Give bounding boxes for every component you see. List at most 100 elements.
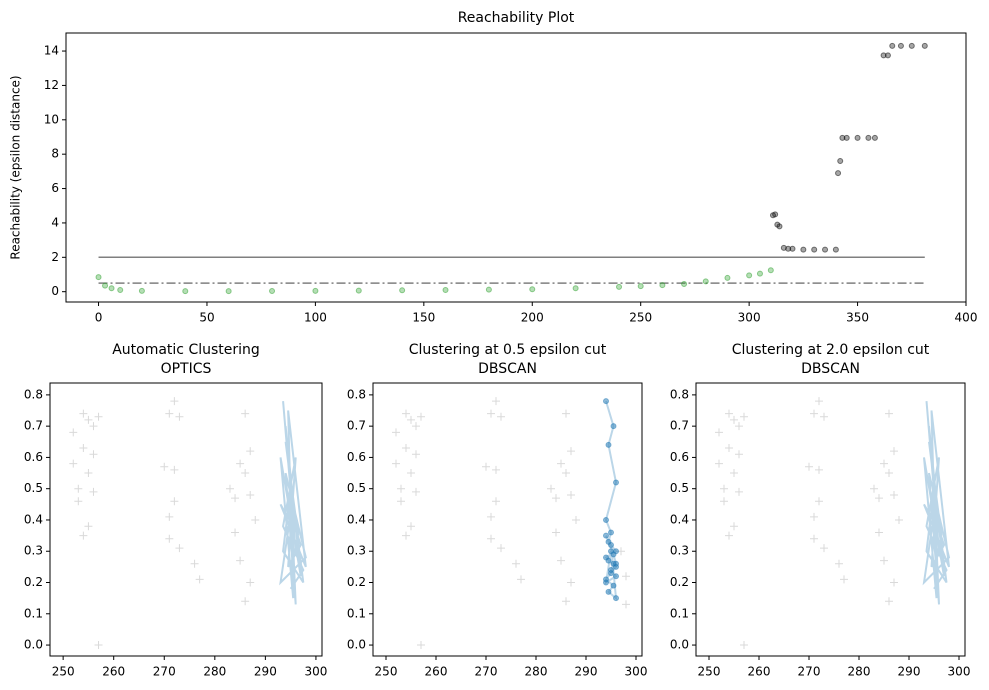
y-tick-label: 0.6 [670, 450, 689, 464]
x-tick-label: 290 [254, 665, 277, 679]
noise-point [402, 531, 410, 540]
noise-point [622, 572, 630, 581]
point [312, 287, 319, 294]
noise-point [231, 494, 240, 503]
noise-point [552, 528, 560, 537]
noise-point [815, 497, 823, 506]
y-tick-label: 0.7 [24, 419, 43, 433]
chart-title: Automatic Clustering [112, 342, 260, 358]
chart-title: Clustering at 0.5 epsilon cut [409, 342, 607, 358]
point [880, 52, 887, 59]
noise-point [392, 428, 400, 437]
chart-subtitle: OPTICS [161, 361, 212, 377]
noise-point [715, 428, 723, 437]
noise-point [251, 515, 260, 524]
noise-point [567, 490, 575, 499]
noise-point [735, 422, 743, 431]
noise-point [84, 522, 93, 531]
noise-point [246, 490, 255, 499]
noise-point [572, 515, 580, 524]
x-tick-label: 250 [375, 665, 398, 679]
noise-point [397, 484, 405, 493]
noise-point [236, 556, 245, 565]
noise-point [885, 597, 893, 606]
y-tick-label: 0.8 [24, 387, 43, 401]
noise-point [417, 412, 425, 421]
y-tick-label: 0.3 [347, 544, 366, 558]
noise-point [175, 412, 184, 421]
point [529, 286, 536, 293]
y-tick-label: 0.5 [24, 481, 43, 495]
point [117, 286, 124, 293]
y-tick-label: 0.0 [24, 638, 43, 652]
noise-point [412, 422, 420, 431]
point [572, 285, 579, 292]
noise-point [735, 450, 743, 459]
noise-point [895, 515, 903, 524]
noise-point [89, 487, 98, 496]
x-tick-label: 280 [525, 665, 548, 679]
x-tick-label: 150 [412, 311, 435, 325]
noise-point [402, 409, 410, 418]
point [865, 134, 872, 141]
y-tick-label: 0.0 [347, 638, 366, 652]
noise-point [170, 397, 179, 406]
point [776, 223, 783, 230]
y-tick-label: 0.1 [347, 606, 366, 620]
noise-point [730, 469, 738, 478]
y-tick-label: 0.4 [24, 512, 43, 526]
noise-point [94, 641, 103, 650]
noise-point [562, 409, 570, 418]
y-tick-label: 12 [44, 78, 59, 92]
y-tick-label: 0.8 [347, 387, 366, 401]
x-tick-label: 270 [153, 665, 176, 679]
noise-point [885, 409, 893, 418]
point [843, 134, 850, 141]
y-tick-label: 0.1 [24, 606, 43, 620]
noise-point [725, 409, 733, 418]
noise-point [195, 575, 204, 584]
point [724, 274, 731, 281]
x-tick-label: 300 [738, 311, 761, 325]
noise-point [412, 450, 420, 459]
point [616, 283, 623, 290]
noise-point [170, 497, 179, 506]
x-tick-label: 300 [304, 665, 327, 679]
point [613, 479, 619, 486]
y-tick-label: 2 [51, 250, 59, 264]
x-tick-label: 50 [199, 311, 214, 325]
x-tick-label: 400 [955, 311, 978, 325]
point [637, 283, 644, 290]
x-tick-label: 290 [575, 665, 598, 679]
point [811, 246, 818, 253]
x-tick-label: 270 [798, 665, 821, 679]
point [789, 245, 796, 252]
point [897, 42, 904, 49]
noise-point [89, 450, 98, 459]
y-tick-label: 0.8 [670, 387, 689, 401]
y-tick-label: 0.1 [670, 606, 689, 620]
x-tick-label: 260 [102, 665, 125, 679]
point [269, 287, 276, 294]
noise-point [392, 459, 400, 468]
noise-point [497, 544, 505, 553]
noise-point [875, 528, 883, 537]
y-tick-label: 10 [44, 112, 59, 126]
point [756, 270, 763, 277]
point [822, 246, 829, 253]
y-tick-label: 0.4 [347, 512, 366, 526]
noise-point [236, 459, 245, 468]
noise-point [497, 412, 505, 421]
point [613, 595, 619, 602]
y-tick-label: 0.6 [24, 450, 43, 464]
noise-point [885, 469, 893, 478]
noise-point [94, 412, 103, 421]
noise-point [875, 494, 883, 503]
point [832, 246, 839, 253]
point [835, 170, 842, 177]
y-tick-label: 0.5 [347, 481, 366, 495]
noise-point [810, 409, 818, 418]
x-tick-label: 250 [698, 665, 721, 679]
y-tick-label: 0.0 [670, 638, 689, 652]
y-tick-label: 0.3 [24, 544, 43, 558]
